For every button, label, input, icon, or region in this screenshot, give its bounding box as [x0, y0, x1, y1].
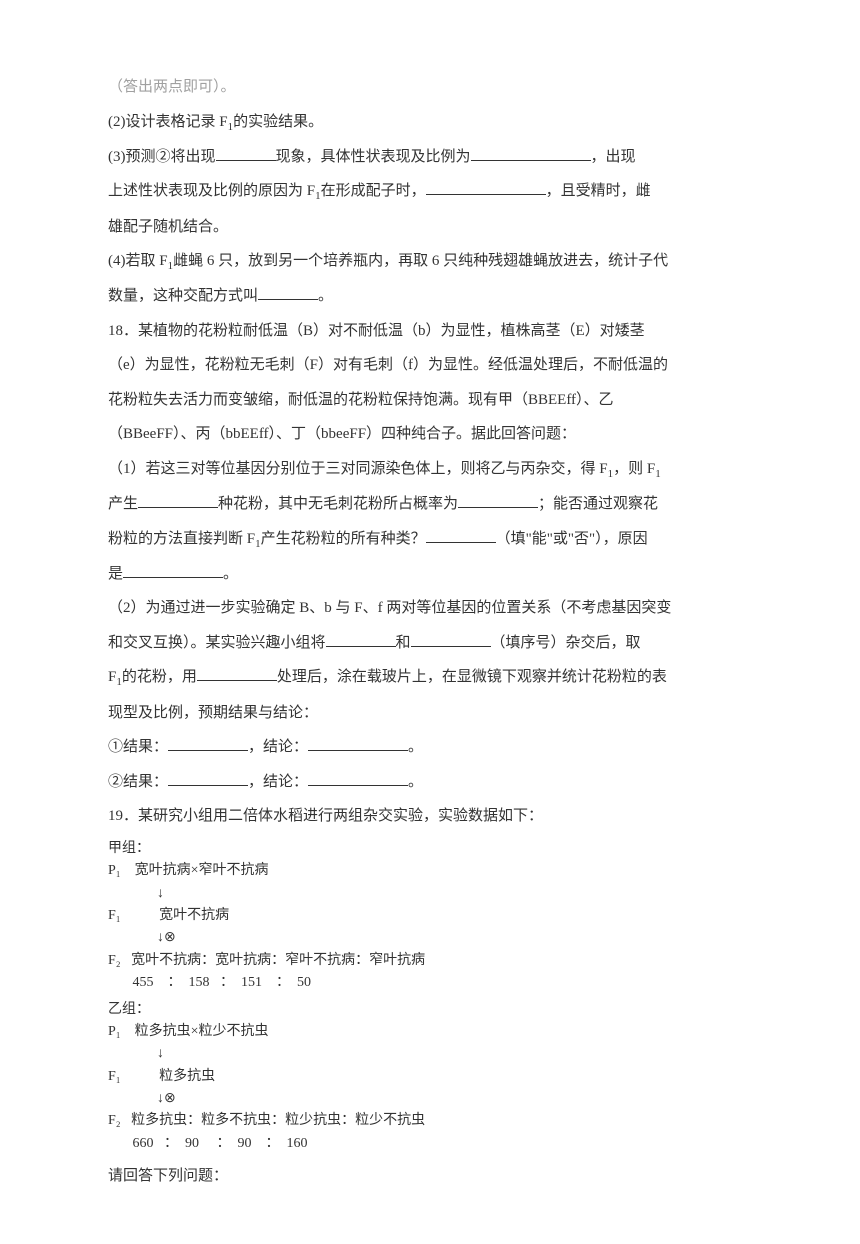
q4a: 上述性状表现及比例的原因为 F — [108, 183, 315, 199]
q18-1-l1: （1）若这三对等位基因分别位于三对同源染色体上，则将乙与丙杂交，得 F 1，则 F… — [108, 452, 752, 487]
blank-3 — [426, 194, 546, 195]
q18-result1: ①结果： ，结论： 。 — [108, 730, 752, 765]
blank-2 — [471, 160, 591, 161]
q3c: ，出现 — [591, 149, 636, 165]
blank-12 — [168, 750, 248, 751]
q18m1: ①结果： — [108, 739, 168, 755]
yi-arrow2: ↓⊗ — [108, 1088, 752, 1110]
q18-2-l2: 和交叉互换）。某实验兴趣小组将 和 （填序号）杂交后，取 — [108, 626, 752, 661]
q18n3: 。 — [408, 774, 423, 790]
q18e1: （1）若这三对等位基因分别位于三对同源染色体上，则将乙与丙杂交，得 F — [108, 461, 608, 477]
q18k2: 的花粉，用 — [122, 669, 197, 685]
q18j1: 和交叉互换）。某实验兴趣小组将 — [108, 635, 326, 651]
yi-p1: P₁ 粒多抗虫×粒少不抗虫 — [108, 1021, 752, 1043]
yi-f2: F₂ 粒多抗虫：粒多不抗虫：粒少抗虫：粒少不抗虫 — [108, 1110, 752, 1132]
blank-11 — [197, 680, 277, 681]
q3-line3: 雄配子随机结合。 — [108, 210, 752, 245]
blank-9 — [326, 646, 396, 647]
yi-label: 乙组： — [108, 999, 752, 1021]
q18m2: ，结论： — [248, 739, 308, 755]
q4-line2: 数量，这种交配方式叫 。 — [108, 279, 752, 314]
blank-15 — [308, 785, 408, 786]
jia-f1: F₁ 宽叶不抗病 — [108, 905, 752, 927]
q6b: 雌蝇 6 只，放到另一个培养瓶内，再取 6 只纯种残翅雄蝇放进去，统计子代 — [173, 253, 668, 269]
q18k3: 处理后，涂在载玻片上，在显微镜下观察并统计花粉粒的表 — [277, 669, 667, 685]
blank-13 — [308, 750, 408, 751]
jia-numbers: 455 ： 158 ： 151 ： 50 — [108, 972, 752, 994]
blank-7 — [426, 542, 496, 543]
yi-diagram: 乙组： P₁ 粒多抗虫×粒少不抗虫 ↓ F₁ 粒多抗虫 ↓⊗ F₂ 粒多抗虫：粒… — [108, 999, 752, 1156]
q18m3: 。 — [408, 739, 423, 755]
jia-diagram: 甲组： P₁ 宽叶抗病×窄叶不抗病 ↓ F₁ 宽叶不抗病 ↓⊗ F₂ 宽叶不抗病… — [108, 838, 752, 995]
q18-2-l4: 现型及比例，预期结果与结论： — [108, 696, 752, 731]
q18-1-l4: 是。 — [108, 557, 752, 592]
blank-14 — [168, 785, 248, 786]
q18j2: 和 — [396, 635, 411, 651]
q18g3: （填"能"或"否"），原因 — [496, 531, 648, 547]
q19-prompt: 请回答下列问题： — [108, 1159, 752, 1194]
q18j3: （填序号）杂交后，取 — [491, 635, 641, 651]
jia-p1: P₁ 宽叶抗病×窄叶不抗病 — [108, 860, 752, 882]
q18n1: ②结果： — [108, 774, 168, 790]
q18-2-l1: （2）为通过进一步实验确定 B、b 与 F、f 两对等位基因的位置关系（不考虑基… — [108, 591, 752, 626]
q18g1: 粉粒的方法直接判断 F — [108, 531, 255, 547]
jia-f2: F₂ 宽叶不抗病：宽叶抗病：窄叶不抗病：窄叶抗病 — [108, 950, 752, 972]
q18-result2: ②结果： ，结论： 。 — [108, 765, 752, 800]
q18h2: 。 — [223, 566, 238, 582]
q18f2: 种花粉，其中无毛刺花粉所占概率为 — [218, 496, 458, 512]
q18-2-l3: F1的花粉，用处理后，涂在载玻片上，在显微镜下观察并统计花粉粒的表 — [108, 660, 752, 695]
q18-l2: （e）为显性，花粉粒无毛刺（F）对有毛刺（f）为显性。经低温处理后，不耐低温的 — [108, 348, 752, 383]
q3b: 现象，具体性状表现及比例为 — [276, 149, 471, 165]
blank-5 — [138, 507, 218, 508]
q7a: 数量，这种交配方式叫 — [108, 288, 258, 304]
q18-l1: 18．某植物的花粉粒耐低温（B）对不耐低温（b）为显性，植株高茎（E）对矮茎 — [108, 314, 752, 349]
blank-6 — [458, 507, 538, 508]
q3a: (3)预测②将出现 — [108, 149, 216, 165]
yi-numbers: 660 ： 90 ： 90 ： 160 — [108, 1133, 752, 1155]
q2-text-b: 的实验结果。 — [233, 114, 323, 130]
jia-arrow2: ↓⊗ — [108, 927, 752, 949]
q3-line2: 上述性状表现及比例的原因为 F1在形成配子时，，且受精时，雌 — [108, 174, 752, 209]
jia-arrow1: ↓ — [108, 883, 752, 905]
q4-line1: (4)若取 F1雌蝇 6 只，放到另一个培养瓶内，再取 6 只纯种残翅雄蝇放进去… — [108, 244, 752, 279]
q19-intro: 19．某研究小组用二倍体水稻进行两组杂交实验，实验数据如下： — [108, 799, 752, 834]
blank-4 — [258, 299, 318, 300]
q18n2: ，结论： — [248, 774, 308, 790]
q4b: 在形成配子时， — [321, 183, 426, 199]
q18g2: 产生花粉粒的所有种类？ — [261, 531, 426, 547]
q18f3: ；能否通过观察花 — [538, 496, 658, 512]
q18e-sub2: 1 — [655, 468, 661, 480]
q7b: 。 — [318, 288, 333, 304]
intro-note: （答出两点即可）。 — [108, 70, 752, 105]
q4c: ，且受精时，雌 — [546, 183, 651, 199]
q18-1-l2: 产生 种花粉，其中无毛刺花粉所占概率为 ；能否通过观察花 — [108, 487, 752, 522]
q18-l3: 花粉粒失去活力而变皱缩，耐低温的花粉粒保持饱满。现有甲（BBEEff）、乙 — [108, 383, 752, 418]
yi-f1: F₁ 粒多抗虫 — [108, 1066, 752, 1088]
q6a: (4)若取 F — [108, 253, 168, 269]
q18h1: 是 — [108, 566, 123, 582]
q18-l4: （BBeeFF）、丙（bbEEff）、丁（bbeeFF）四种纯合子。据此回答问题… — [108, 417, 752, 452]
blank-10 — [411, 646, 491, 647]
jia-label: 甲组： — [108, 838, 752, 860]
q18-1-l3: 粉粒的方法直接判断 F1产生花粉粒的所有种类？（填"能"或"否"），原因 — [108, 522, 752, 557]
blank-1 — [216, 160, 276, 161]
blank-8 — [123, 577, 223, 578]
q18e2: ，则 F — [613, 461, 655, 477]
q2-text-a: (2)设计表格记录 F — [108, 114, 228, 130]
q3-line1: (3)预测②将出现 现象，具体性状表现及比例为 ，出现 — [108, 140, 752, 175]
q18f1: 产生 — [108, 496, 138, 512]
q2-line: (2)设计表格记录 F1的实验结果。 — [108, 105, 752, 140]
yi-arrow1: ↓ — [108, 1043, 752, 1065]
